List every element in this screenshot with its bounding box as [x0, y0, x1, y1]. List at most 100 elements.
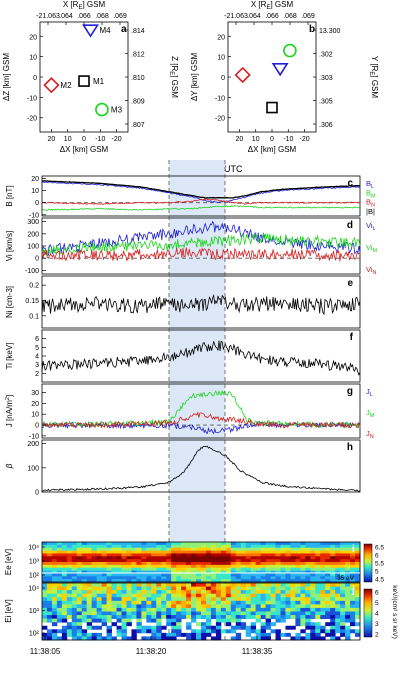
- spectrogram-cell: [230, 544, 237, 549]
- spectrogram-cell: [86, 622, 93, 627]
- spectrogram-cell: [255, 570, 262, 574]
- spectrogram-cell: [325, 600, 331, 605]
- spectrogram-cell: [270, 573, 276, 577]
- spectrogram-cell: [66, 553, 73, 557]
- spectrogram-cell: [156, 604, 162, 609]
- y-tick-label: 0: [35, 256, 39, 263]
- spectrogram-cell: [51, 556, 58, 560]
- spectrogram-cell: [111, 562, 117, 566]
- spectrogram-cell: [121, 618, 127, 623]
- spectrogram-cell: [176, 570, 182, 574]
- spectrogram-cell: [250, 567, 257, 571]
- spectrogram-cell: [210, 625, 217, 630]
- spacecraft-marker-m4: [82, 24, 99, 38]
- spectrogram-cell: [181, 607, 187, 612]
- spectrogram-cell: [76, 573, 83, 577]
- spectrogram-cell: [201, 615, 207, 620]
- spectrogram-cell: [116, 586, 122, 591]
- spectrogram-cell: [141, 604, 147, 609]
- spectrogram-cell: [355, 632, 361, 637]
- spectrogram-cell: [121, 570, 127, 574]
- spectrogram-cell: [315, 547, 321, 551]
- spectrogram-cell: [166, 573, 172, 577]
- spectrogram-cell: [345, 590, 351, 595]
- spectrogram-cell: [42, 544, 48, 549]
- spectrogram-cell: [136, 590, 142, 595]
- spectrogram-cell: [215, 553, 222, 557]
- spectrogram-cell: [116, 553, 122, 557]
- spectrogram-cell: [201, 583, 207, 587]
- spectrogram-cell: [106, 593, 112, 598]
- spectrogram-cell: [355, 604, 361, 609]
- spectrogram-cell: [131, 573, 137, 577]
- spectrogram-cell: [71, 636, 78, 641]
- spectrogram-cell: [136, 622, 142, 627]
- spectrogram-cell: [181, 583, 187, 587]
- spectrogram-cell: [141, 611, 147, 616]
- spectrogram-cell: [61, 570, 68, 574]
- spectrogram-cell: [295, 564, 301, 569]
- legend-entry: BM: [366, 188, 376, 199]
- spectrogram-cell: [186, 579, 192, 583]
- spectrogram-cell: [355, 576, 361, 580]
- spectrogram-cell: [235, 586, 242, 591]
- spectrogram-cell: [250, 615, 257, 620]
- spectrogram-cell: [111, 615, 117, 620]
- spectrogram-cell: [191, 604, 197, 609]
- spectrogram-cell: [295, 583, 301, 587]
- spectrogram-cell: [111, 570, 117, 574]
- spectrogram-cell: [46, 632, 53, 637]
- spectrogram-cell: [161, 556, 167, 560]
- spectrogram-cell: [106, 590, 112, 595]
- spectrogram-cell: [156, 570, 162, 574]
- spectrogram-cell: [290, 625, 296, 630]
- spectrogram-cell: [290, 615, 296, 620]
- spectrogram-cell: [61, 607, 68, 612]
- spectrogram-cell: [196, 542, 202, 546]
- spacecraft-marker-m3-label: M3: [111, 106, 123, 115]
- spectrogram-cell: [340, 583, 346, 587]
- panel-h-letter: h: [347, 442, 353, 453]
- spectrogram-cell: [265, 622, 271, 627]
- spectrogram-cell: [240, 567, 247, 571]
- spectrogram-cell: [66, 593, 73, 598]
- spectrogram-cell: [71, 615, 78, 620]
- spectrogram-cell: [215, 618, 222, 623]
- spectrogram-cell: [161, 607, 167, 612]
- spectrogram-cell: [335, 629, 341, 634]
- spectrogram-cell: [171, 590, 177, 595]
- spectrogram-cell: [210, 550, 217, 554]
- spectrogram-cell: [86, 607, 93, 612]
- spectrogram-cell: [280, 547, 286, 551]
- spectrogram-cell: [315, 611, 321, 616]
- spectrogram-cell: [315, 583, 321, 587]
- spectrogram-cell: [320, 570, 326, 574]
- spectrogram-cell: [325, 564, 331, 569]
- spectrogram-cell: [225, 622, 232, 627]
- spectrogram-cell: [201, 542, 207, 546]
- spectrogram-cell: [186, 611, 192, 616]
- spectrogram-cell: [201, 579, 207, 583]
- spectrogram-cell: [310, 562, 316, 566]
- spectrogram-cell: [106, 583, 112, 587]
- spectrogram-cell: [335, 607, 341, 612]
- spectrogram-cell: [250, 579, 257, 583]
- spectrogram-cell: [350, 618, 356, 623]
- spectrogram-cell: [86, 556, 93, 560]
- spectrogram-cell: [345, 600, 351, 605]
- top-tick-label: .068: [95, 13, 109, 20]
- spectrogram-cell: [186, 590, 192, 595]
- spectrogram-cell: [210, 600, 217, 605]
- spectrogram-cell: [151, 542, 157, 546]
- spectrogram-cell: [51, 615, 58, 620]
- spectrogram-cell: [230, 583, 237, 587]
- spectrogram-cell: [250, 564, 257, 569]
- spectrogram-cell: [295, 604, 301, 609]
- spectrogram-cell: [141, 544, 147, 549]
- series-line-trace: [41, 293, 361, 316]
- spectrogram-cell: [335, 625, 341, 630]
- spectrogram-cell: [91, 615, 98, 620]
- spectrogram-cell: [295, 544, 301, 549]
- spectrogram-cell: [51, 559, 58, 563]
